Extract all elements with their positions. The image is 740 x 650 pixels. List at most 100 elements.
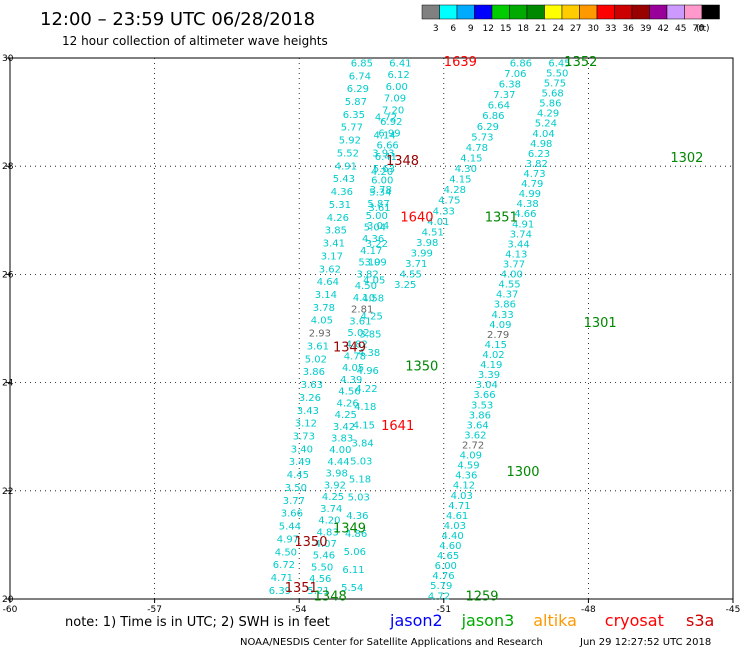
legend-swatch — [456, 4, 475, 20]
wave-height-value: 4.73 — [523, 169, 545, 180]
wave-height-value: 4.18 — [354, 402, 376, 413]
wave-height-value: 6.45 — [548, 58, 570, 69]
wave-height-value: 4.50 — [355, 281, 377, 292]
wave-height-value: 4.30 — [455, 164, 477, 175]
legend-swatch — [631, 4, 650, 20]
wave-height-value: 3.71 — [405, 259, 427, 270]
y-tick-label: 28 — [2, 162, 14, 172]
pass-number-label: 1300 — [506, 465, 539, 480]
wave-height-value: 4.28 — [444, 185, 466, 196]
wave-height-value: 3.41 — [323, 239, 345, 250]
x-tick-label: -60 — [3, 605, 18, 615]
wave-height-value: 4.71 — [448, 501, 470, 512]
wave-height-value: 5.46 — [313, 551, 335, 562]
wave-height-value: 6.23 — [528, 149, 550, 160]
wave-height-value: 3.63 — [301, 380, 323, 391]
pass-number-label: 1348 — [314, 589, 347, 604]
wave-height-value: 3.39 — [478, 370, 500, 381]
wave-height-value: 3.44 — [507, 239, 529, 250]
satellite-name: s3a — [686, 611, 714, 630]
wave-height-value: 5.52 — [337, 148, 359, 159]
wave-height-value: 4.38 — [358, 348, 380, 359]
wave-height-value: 5.03 — [348, 493, 370, 504]
wave-height-value: 4.07 — [315, 539, 337, 550]
satellite-track: 5.54 6.11 5.06 4.86 4.36 5.03 5.18 5.03 3.84 4.15… — [341, 113, 397, 595]
wave-height-value: 5.19 — [358, 258, 380, 269]
legend-label: 12 — [483, 24, 494, 34]
wave-height-value: 4.09 — [489, 320, 511, 331]
wave-height-value: 3.93 — [372, 149, 394, 160]
wave-height-value: 4.02 — [482, 350, 504, 361]
wave-height-value: 6.41 — [375, 152, 397, 163]
wave-height-value: 4.36 — [455, 471, 477, 482]
x-tick-label: -57 — [147, 605, 162, 615]
wave-height-value: 5.21 — [307, 586, 329, 597]
legend-label: 70 — [693, 24, 705, 34]
wave-height-value: 3.61 — [307, 341, 329, 352]
wave-height-value: 3.77 — [283, 496, 305, 507]
wave-height-value: 4.59 — [457, 461, 479, 472]
y-tick-label: 20 — [2, 595, 14, 605]
pass-number-label: 1259 — [465, 589, 498, 604]
wave-height-value: 6.12 — [387, 70, 409, 81]
wave-height-value: 2.79 — [487, 330, 509, 341]
wave-height-value: 4.05 — [342, 363, 364, 374]
wave-height-value: 4.91 — [335, 161, 357, 172]
legend-swatch — [439, 4, 458, 20]
legend-swatch — [596, 4, 615, 20]
legend-swatch — [614, 4, 633, 20]
wave-height-value: 4.75 — [438, 196, 460, 207]
wave-height-value: 6.00 — [386, 82, 408, 93]
wave-height-value: 3.77 — [503, 259, 525, 270]
wave-height-value: 6.85 — [351, 58, 373, 69]
wave-height-value: 3.86 — [494, 300, 516, 311]
legend-label: 18 — [518, 24, 530, 34]
wave-height-value: 7.06 — [504, 69, 526, 80]
wave-height-value: 3.86 — [469, 410, 491, 421]
y-tick-label: 24 — [2, 379, 14, 389]
wave-height-value: 4.56 — [309, 574, 331, 585]
wave-height-value: 3.98 — [326, 469, 348, 480]
satellite-name: jason2 — [389, 611, 443, 630]
wave-height-value: 5.87 — [367, 199, 389, 210]
wave-height-value: 4.65 — [437, 551, 459, 562]
wave-height-value: 3.73 — [293, 432, 315, 443]
wave-height-value: 4.09 — [460, 451, 482, 462]
wave-height-value: 4.13 — [505, 249, 527, 260]
wave-height-value: 4.15 — [485, 340, 507, 351]
wave-height-value: 5.02 — [347, 328, 369, 339]
wave-height-value: 4.05 — [363, 275, 385, 286]
satellite-name: altika — [533, 611, 577, 630]
wave-height-value: 5.87 — [345, 97, 367, 108]
pass-number-label: 1301 — [584, 316, 617, 331]
wave-height-value: 4.50 — [275, 547, 297, 558]
pass-number-label: 1349 — [333, 522, 366, 537]
wave-height-value: 5.03 — [350, 456, 372, 467]
wave-height-value: 3.25 — [394, 280, 416, 291]
wave-height-value: 4.05 — [311, 316, 333, 327]
wave-height-value: 4.22 — [355, 384, 377, 395]
wave-height-value: 5.75 — [544, 79, 566, 90]
wave-height-value: 4.15 — [460, 153, 482, 164]
wave-height-value: 5.50 — [546, 68, 568, 79]
wave-height-value: 5.54 — [341, 583, 363, 594]
wave-height-value: 5.77 — [341, 123, 363, 134]
wave-height-value: 3.49 — [289, 457, 311, 468]
wave-height-value: 3.78 — [370, 185, 392, 196]
wave-height-value: 4.29 — [537, 109, 559, 120]
wave-height-value: 4.55 — [498, 280, 520, 291]
plot-area: -60 -57 -54 -51 -48 -452022242628306.394.716.… — [2, 54, 740, 615]
wave-height-value: 7.20 — [382, 105, 404, 116]
wave-height-value: 5.18 — [349, 475, 371, 486]
legend-label: 6 — [450, 24, 456, 34]
wave-height-value: 4.76 — [432, 571, 454, 582]
x-tick-label: -51 — [436, 605, 451, 615]
wave-height-value: 5.00 — [366, 211, 388, 222]
wave-height-value: 5.24 — [535, 119, 557, 130]
wave-height-value: 4.25 — [361, 312, 383, 323]
y-tick-label: 30 — [2, 54, 14, 64]
wave-height-value: 3.04 — [367, 221, 389, 232]
legend-label: 9 — [468, 24, 474, 34]
wave-height-value: 4.01 — [427, 217, 449, 228]
wave-height-value: 4.60 — [439, 541, 461, 552]
